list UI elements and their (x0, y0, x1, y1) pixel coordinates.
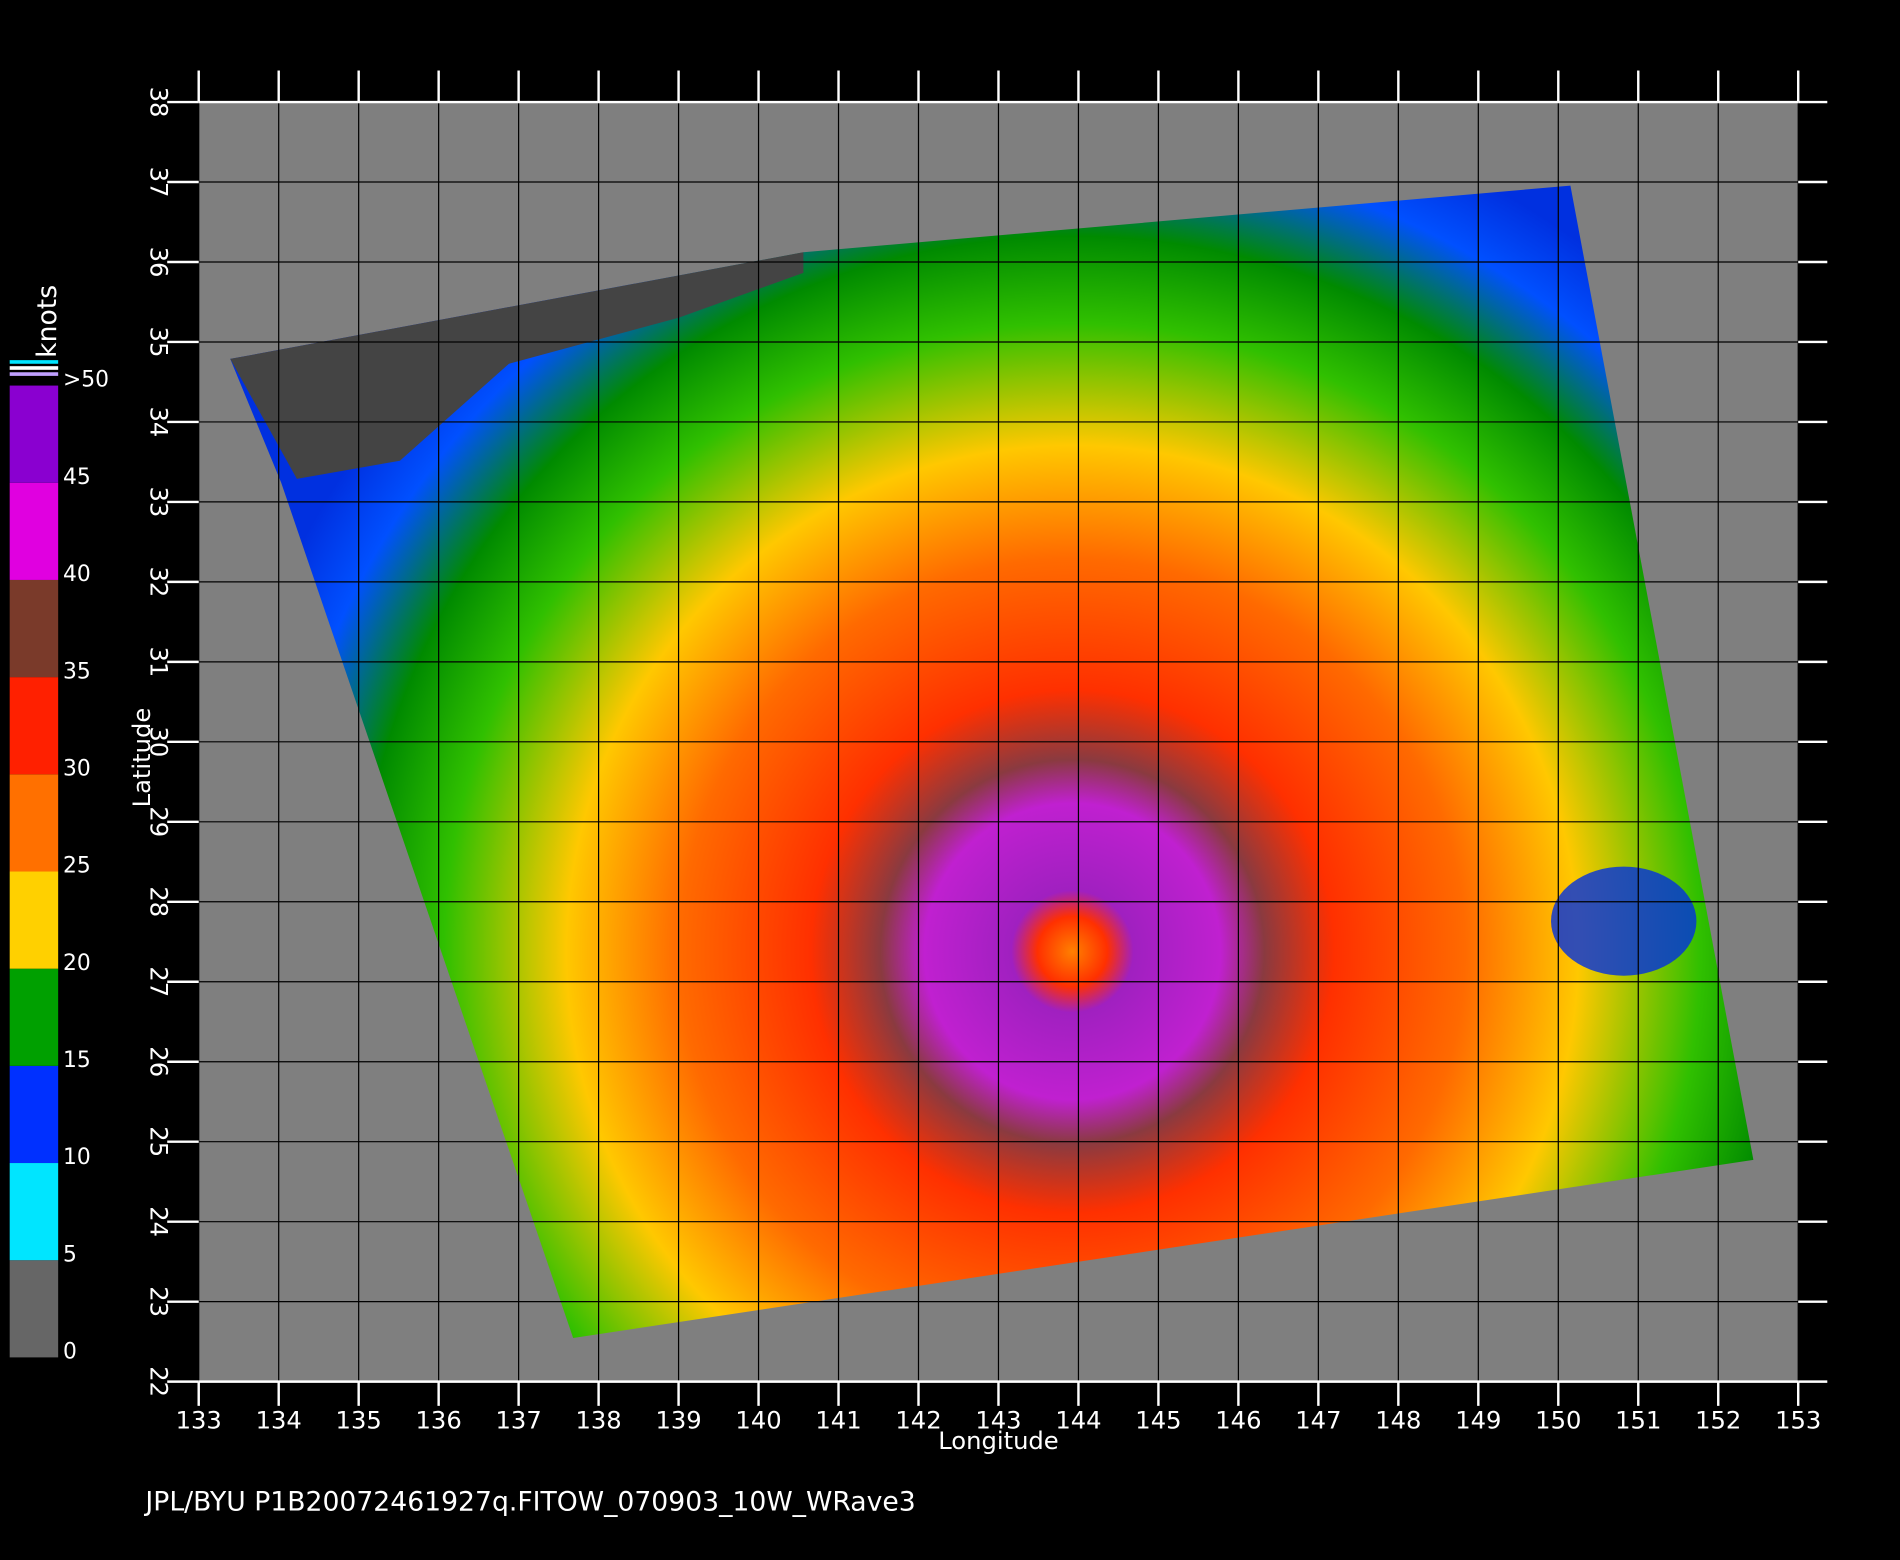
colorbar-band (9, 482, 59, 580)
y-tick-label: 38 (145, 87, 173, 118)
y-tick-label: 29 (145, 806, 173, 837)
x-tick-label: 134 (256, 1407, 302, 1435)
x-tick-label: 143 (975, 1407, 1021, 1435)
colorbar-band (9, 1260, 59, 1358)
colorbar-label: 10 (63, 1145, 91, 1170)
y-tick-label: 25 (145, 1126, 173, 1157)
x-tick-label: 133 (176, 1407, 222, 1435)
y-tick-label: 28 (145, 886, 173, 917)
colorbar-band (9, 774, 59, 872)
colorbar-label: 5 (63, 1242, 77, 1267)
y-tick-label: 30 (145, 726, 173, 757)
colorbar-band (9, 1065, 59, 1164)
x-tick-label: 149 (1455, 1407, 1501, 1435)
colorbar-label: 30 (63, 756, 91, 781)
colorbar-label: 40 (63, 562, 91, 587)
colorbar-band (9, 579, 59, 678)
colorbar-band (9, 968, 59, 1066)
x-axis-label: Longitude (938, 1427, 1058, 1455)
colorbar-band (9, 385, 59, 483)
y-tick-label: 26 (145, 1046, 173, 1077)
colorbar-cap (9, 360, 59, 364)
colorbar-label: 20 (63, 951, 91, 976)
colorbar-band (9, 871, 59, 969)
x-tick-label: 145 (1135, 1407, 1181, 1435)
wind-swath (230, 185, 1754, 1339)
colorbar-label: 25 (63, 854, 91, 879)
y-axis-label: Latitude (128, 708, 156, 808)
x-tick-label: 153 (1775, 1407, 1821, 1435)
x-tick-label: 147 (1295, 1407, 1341, 1435)
colorbar-label: 35 (63, 659, 91, 684)
x-tick-label: 138 (575, 1407, 621, 1435)
x-tick-label: 135 (336, 1407, 382, 1435)
colorbar-title: knots (32, 285, 63, 358)
colorbar-label: 15 (63, 1048, 91, 1073)
colorbar-cap (9, 372, 59, 376)
x-tick-label: 141 (815, 1407, 861, 1435)
y-tick-label: 37 (145, 167, 173, 198)
colorbar-label: 0 (63, 1340, 77, 1365)
y-tick-label: 33 (145, 486, 173, 517)
colorbar-band (9, 677, 59, 775)
x-tick-label: 142 (895, 1407, 941, 1435)
colorbar-label: >50 (63, 368, 109, 393)
colorbar-band (9, 1163, 59, 1261)
x-tick-label: 140 (735, 1407, 781, 1435)
y-tick-label: 36 (145, 247, 173, 278)
x-tick-label: 137 (496, 1407, 542, 1435)
y-tick-label: 22 (145, 1366, 173, 1397)
x-tick-label: 139 (655, 1407, 701, 1435)
x-tick-label: 152 (1695, 1407, 1741, 1435)
x-tick-label: 144 (1055, 1407, 1101, 1435)
y-tick-label: 24 (145, 1206, 173, 1237)
x-tick-label: 150 (1535, 1407, 1581, 1435)
x-tick-label: 151 (1615, 1407, 1661, 1435)
y-tick-label: 35 (145, 327, 173, 358)
x-tick-label: 136 (416, 1407, 462, 1435)
y-tick-label: 23 (145, 1286, 173, 1317)
low-wind-patch (1551, 866, 1697, 976)
colorbar-label: 45 (63, 465, 91, 490)
y-tick-label: 27 (145, 966, 173, 997)
y-tick-label: 31 (145, 646, 173, 677)
x-tick-label: 148 (1375, 1407, 1421, 1435)
x-tick-label: 146 (1215, 1407, 1261, 1435)
y-tick-label: 34 (145, 407, 173, 438)
y-tick-label: 32 (145, 566, 173, 597)
colorbar-cap (9, 366, 59, 370)
footer: JPL/BYU P1B20072461927q.FITOW_070903_10W… (143, 1486, 915, 1517)
